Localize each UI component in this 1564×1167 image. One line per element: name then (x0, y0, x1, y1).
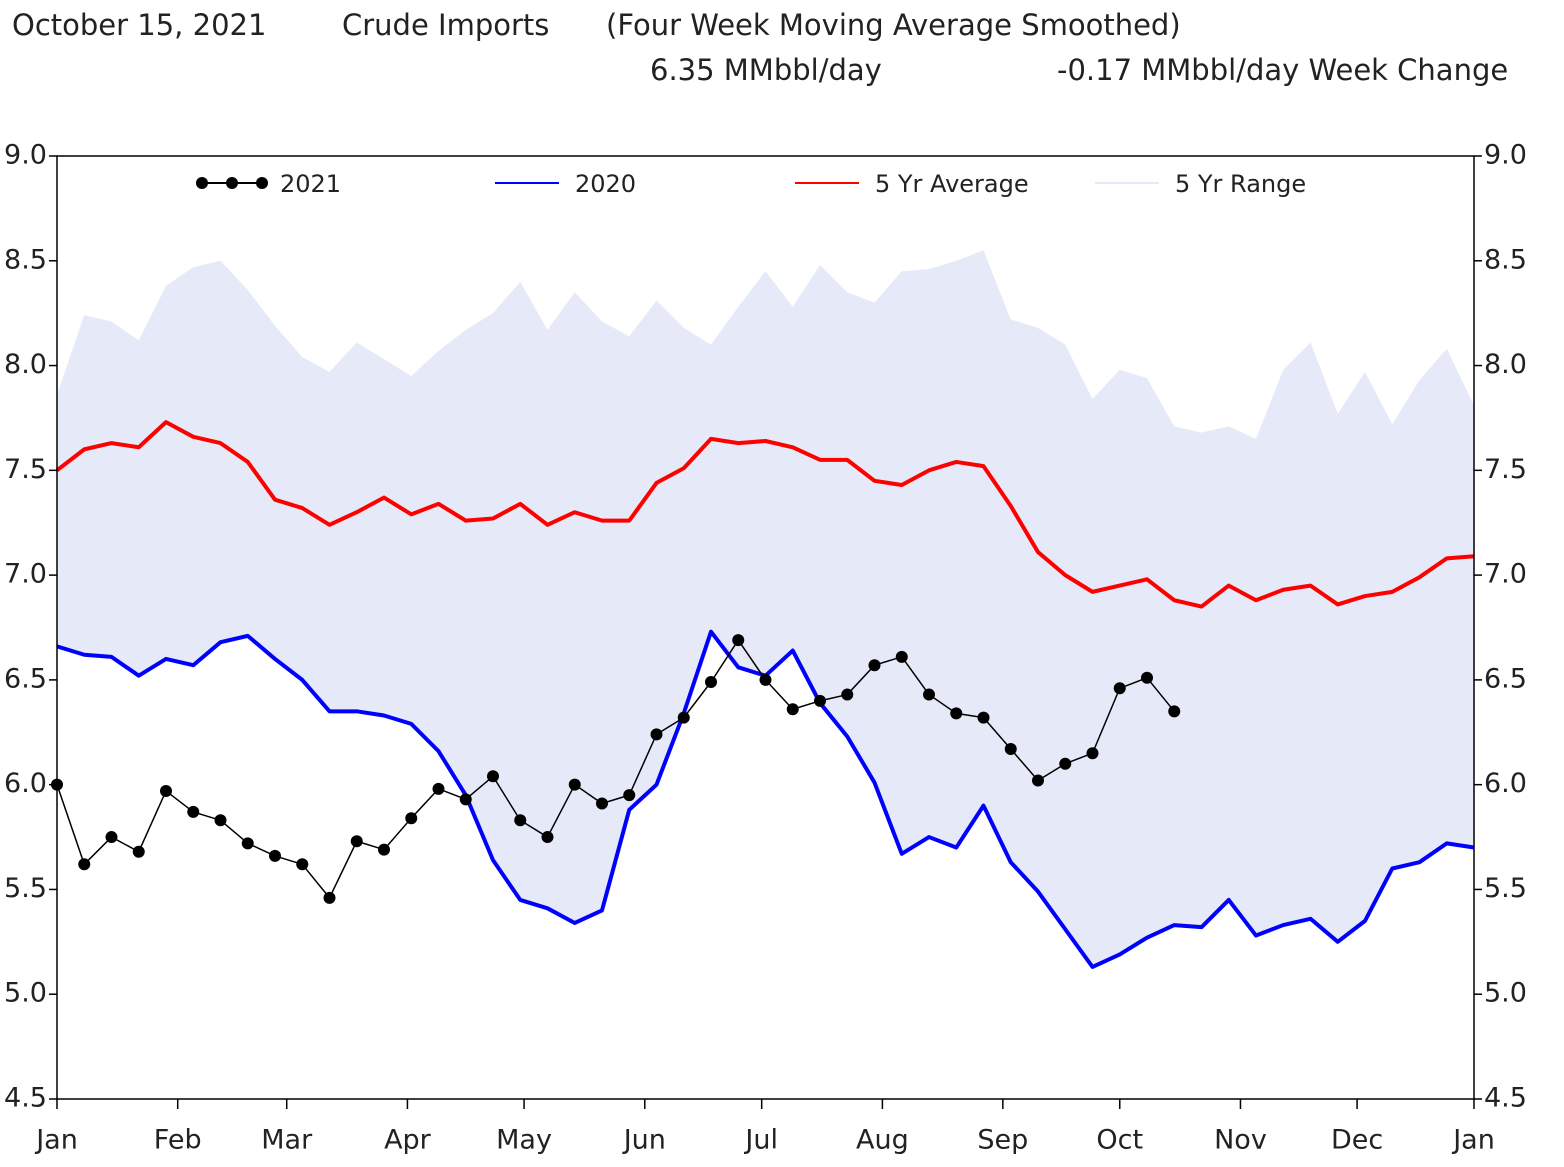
point (514, 814, 527, 827)
plot-frame (56, 155, 1475, 1100)
point (432, 782, 445, 795)
y-tick-label: 6.0 (1484, 768, 1527, 799)
x-tick-label: Mar (261, 1125, 313, 1156)
x-tick-label: Jul (743, 1125, 778, 1156)
y-tick-label: 6.5 (4, 663, 47, 694)
point (269, 849, 281, 862)
x-tick-label: Jan (34, 1125, 78, 1156)
x-tick-label: Feb (154, 1125, 202, 1156)
x-tick-label: Aug (856, 1125, 909, 1156)
y-tick-label: 8.5 (1484, 244, 1527, 275)
y-tick-label: 8.0 (4, 349, 47, 380)
point (1168, 705, 1181, 718)
point (405, 812, 418, 825)
point (296, 858, 309, 871)
point (105, 831, 118, 844)
date: October 15, 2021 (12, 8, 266, 42)
y-tick-label: 9.0 (1484, 140, 1527, 171)
y-tick-label: 6.0 (4, 768, 47, 799)
y-tick-label: 8.0 (1484, 349, 1527, 380)
point (841, 688, 854, 701)
point (1004, 743, 1017, 756)
point (650, 728, 663, 741)
point (623, 789, 636, 802)
point (187, 805, 200, 818)
y-tick-label: 4.5 (1484, 1083, 1527, 1114)
point (568, 778, 581, 791)
point (677, 711, 690, 724)
y-tick-label: 9.0 (4, 140, 47, 171)
y-tick-label: 5.0 (4, 978, 47, 1009)
x-tick-label: Sep (977, 1125, 1028, 1156)
point (1032, 774, 1044, 787)
point (732, 634, 745, 647)
point (214, 814, 227, 827)
point (868, 659, 881, 672)
y-tick-label: 7.5 (4, 454, 47, 485)
week-change: -0.17 MMbbl/day Week Change (1057, 53, 1508, 87)
x-tick-label: Jun (622, 1125, 666, 1156)
point (977, 711, 990, 724)
y-tick-label: 8.5 (4, 244, 47, 275)
y-tick-label: 4.5 (4, 1083, 47, 1114)
point (323, 891, 336, 904)
range-area (57, 250, 1474, 967)
y-tick-label: 7.5 (1484, 454, 1527, 485)
point (786, 703, 799, 716)
legend-swatch (226, 177, 238, 189)
legend-swatch (256, 177, 268, 189)
point (541, 831, 554, 844)
legend-label: 5 Yr Range (1175, 170, 1306, 198)
x-tick-label: Nov (1214, 1125, 1267, 1156)
point (78, 858, 91, 871)
point (1059, 757, 1072, 770)
point (814, 694, 826, 707)
x-tick-label: Jan (1451, 1125, 1495, 1156)
point (950, 707, 963, 720)
legend-label: 5 Yr Average (875, 170, 1029, 198)
y-tick-label: 7.0 (1484, 559, 1527, 590)
legend-swatch (196, 177, 208, 189)
point (759, 673, 772, 686)
line (55, 420, 1475, 609)
legend-label: 2020 (575, 170, 636, 198)
current-value: 6.35 MMbbl/day (650, 53, 882, 87)
y-tick-label: 5.5 (1484, 873, 1527, 904)
point (378, 843, 390, 856)
x-tick-label: Dec (1331, 1125, 1383, 1156)
point (132, 845, 145, 858)
x-tick-label: May (496, 1125, 552, 1156)
y-tick-label: 5.5 (4, 873, 47, 904)
point (596, 797, 608, 810)
point (1086, 747, 1099, 760)
point (241, 837, 254, 850)
x-tick-label: Oct (1096, 1125, 1143, 1156)
point (459, 793, 472, 806)
point (1141, 671, 1153, 684)
y-tick-label: 6.5 (1484, 663, 1527, 694)
point (1113, 682, 1126, 695)
point (487, 770, 499, 783)
y-tick-label: 7.0 (4, 559, 47, 590)
x-tick-label: Apr (384, 1125, 432, 1156)
point (350, 835, 363, 848)
point (160, 784, 172, 797)
y-tick-label: 5.0 (1484, 978, 1527, 1009)
legend-label: 2021 (280, 170, 341, 198)
subtitle: (Four Week Moving Average Smoothed) (606, 8, 1181, 42)
chart-title: Crude Imports (342, 8, 549, 42)
point (705, 675, 717, 688)
point (895, 650, 908, 663)
point (923, 688, 935, 701)
